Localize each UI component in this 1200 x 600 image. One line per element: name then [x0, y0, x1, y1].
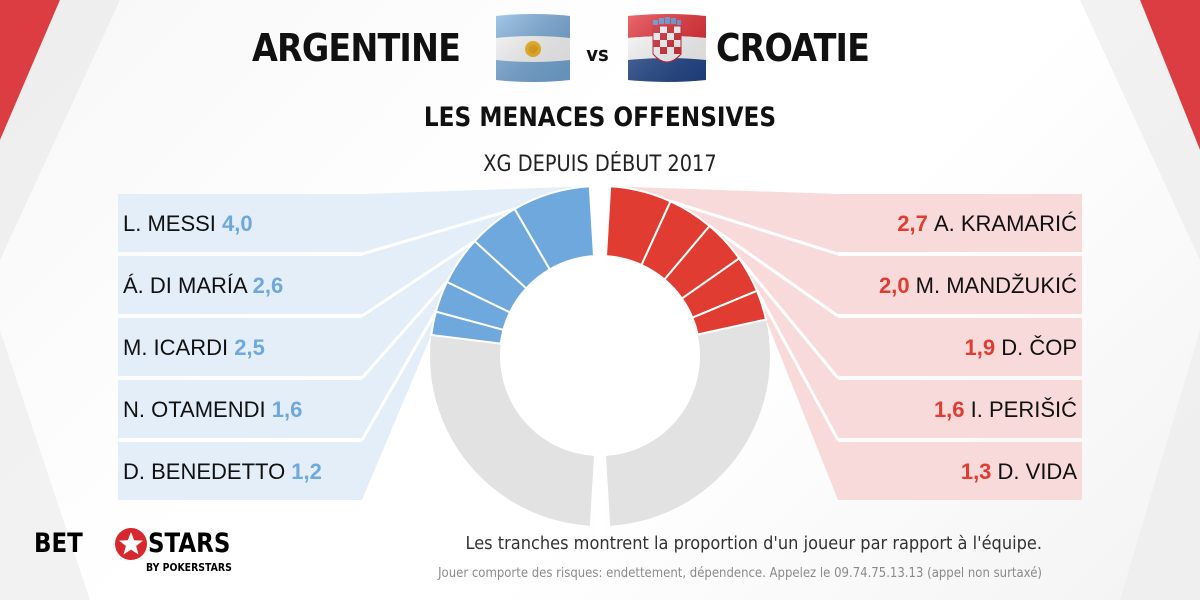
player-row-n-otamendi — [118, 380, 362, 438]
slice-d-vida — [691, 289, 768, 336]
player-name: D. BENEDETTO — [123, 459, 291, 484]
star-icon — [115, 528, 147, 560]
player-xg-value: 1,6 — [272, 397, 303, 422]
logo-part-stars: STARS — [148, 528, 231, 559]
argentina-flag-icon — [496, 14, 570, 82]
footer-note: Les tranches montrent la proportion d'un… — [465, 533, 1043, 554]
player-xg-value: 2,6 — [253, 273, 284, 298]
player-xg-value: 2,5 — [234, 335, 265, 360]
connector-divider — [360, 281, 449, 379]
team-right-name: CROATIE — [716, 26, 870, 70]
player-name: D. VIDA — [998, 459, 1078, 484]
logo-subtitle: BY POKERSTARS — [146, 561, 232, 574]
player-name: N. OTAMENDI — [123, 397, 272, 422]
argentina-donut-half: L. MESSI 4,0 Á. DI MARÍA 2,6 M. ICARDI 2,5… — [118, 185, 596, 526]
player-label: 1,3 D. VIDA — [961, 459, 1077, 484]
croatia-donut-half: 2,7 A. KRAMARIĆ 2,0 M. MANDŽUKIĆ 1,9 D. ČO… — [604, 185, 1082, 526]
player-row-d-vida — [838, 442, 1082, 500]
rest-of-team-slice — [430, 334, 595, 526]
player-name: A. KRAMARIĆ — [934, 211, 1077, 236]
player-label: Á. DI MARÍA 2,6 — [123, 273, 283, 298]
betstars-logo: BET STARS BY POKERSTARS — [30, 528, 232, 578]
connector-divider — [361, 239, 476, 318]
metric-label: XG DEPUIS DÉBUT 2017 — [483, 152, 717, 177]
player-xg-value: 2,7 — [897, 211, 934, 236]
player-name: D. ČOP — [1001, 335, 1077, 360]
player-row-a-di-maria — [118, 256, 362, 314]
player-row-a-kramaric — [838, 194, 1082, 252]
player-label: N. OTAMENDI 1,6 — [123, 397, 302, 422]
connector-divider — [738, 257, 840, 379]
player-row-m-mandzukic — [838, 256, 1082, 314]
connector-divider — [670, 199, 839, 256]
logo-part-bet: BET — [34, 528, 83, 559]
connector-divider — [708, 224, 839, 318]
player-label: 1,9 D. ČOP — [965, 335, 1078, 360]
player-row-m-icardi — [118, 318, 362, 376]
player-xg-value: 2,0 — [879, 273, 916, 298]
player-row-l-messi — [118, 194, 362, 252]
connector-band — [610, 186, 838, 500]
player-xg-value: 1,9 — [965, 335, 1002, 360]
connector-divider — [361, 207, 516, 256]
player-row-i-perisic — [838, 380, 1082, 438]
player-xg-value: 1,6 — [934, 397, 971, 422]
player-name: M. MANDŽUKIĆ — [916, 273, 1077, 298]
rest-of-team-slice — [605, 319, 770, 526]
versus-label: vs — [586, 42, 609, 66]
player-name: Á. DI MARÍA — [123, 273, 253, 298]
croatia-flag-icon — [628, 14, 706, 82]
player-label: 2,0 M. MANDŽUKIĆ — [879, 273, 1077, 298]
player-xg-value: 4,0 — [222, 211, 253, 236]
connector-divider — [360, 310, 438, 441]
player-name: I. PERIŠIĆ — [971, 397, 1077, 422]
footer-disclaimer: Jouer comporte des risques: endettement,… — [438, 566, 1043, 581]
player-xg-value: 1,3 — [961, 459, 998, 484]
player-row-d-benedetto — [118, 442, 362, 500]
slice-d-benedetto — [430, 310, 505, 345]
player-label: D. BENEDETTO 1,2 — [123, 459, 322, 484]
player-label: 1,6 I. PERIŠIĆ — [934, 397, 1077, 422]
player-label: L. MESSI 4,0 — [123, 211, 253, 236]
donut-hole — [501, 257, 699, 455]
player-label: M. ICARDI 2,5 — [123, 335, 265, 360]
player-label: 2,7 A. KRAMARIĆ — [897, 211, 1077, 236]
title-row: ARGENTINE vs — [0, 12, 1200, 84]
connector-divider — [755, 290, 840, 441]
connector-band — [362, 186, 590, 500]
player-xg-value: 1,2 — [291, 459, 322, 484]
player-name: L. MESSI — [123, 211, 222, 236]
player-row-d-cop — [838, 318, 1082, 376]
chart-subtitle: LES MENACES OFFENSIVES — [423, 102, 777, 133]
player-name: M. ICARDI — [123, 335, 234, 360]
team-left-name: ARGENTINE — [252, 26, 461, 70]
